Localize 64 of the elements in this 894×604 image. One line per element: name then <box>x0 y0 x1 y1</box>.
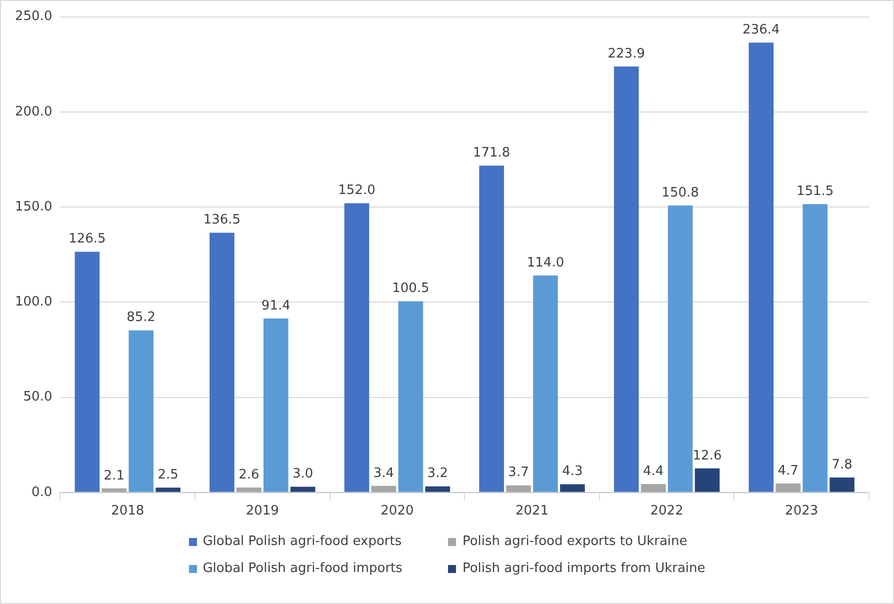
bar <box>236 487 262 492</box>
data-label: 2.5 <box>158 468 178 483</box>
bar <box>748 42 774 492</box>
x-tick-label: 2021 <box>515 504 549 519</box>
y-tick-label: 50.0 <box>23 390 52 405</box>
data-label: 3.0 <box>292 466 314 482</box>
bar <box>156 488 180 492</box>
bar <box>398 301 424 492</box>
bar <box>776 483 801 492</box>
y-tick-label: 0.0 <box>32 484 52 500</box>
data-label: 151.5 <box>796 184 834 200</box>
data-label: 4.7 <box>778 463 798 478</box>
y-tick-label: 250.0 <box>15 9 52 24</box>
data-label: 136.5 <box>203 212 241 228</box>
bar <box>479 166 504 492</box>
bar <box>668 206 693 492</box>
data-label: 150.8 <box>662 185 699 200</box>
bar <box>506 485 531 492</box>
legend-label: Polish agri-food exports to Ukraine <box>462 534 688 549</box>
x-tick-label: 2023 <box>785 504 818 519</box>
bar <box>371 486 396 492</box>
data-label: 3.7 <box>508 465 529 480</box>
data-label: 3.2 <box>427 466 448 482</box>
data-label: 85.2 <box>126 310 156 326</box>
y-tick-label: 150.0 <box>15 199 52 214</box>
bar <box>425 486 450 492</box>
data-label: 91.4 <box>261 298 290 314</box>
x-tick-label: 2018 <box>111 504 144 519</box>
legend-label: Polish agri-food imports from Ukraine <box>462 561 706 576</box>
bar <box>102 488 127 492</box>
data-label: 152.0 <box>338 183 376 198</box>
data-label: 2.6 <box>238 467 260 482</box>
bar <box>210 232 234 492</box>
data-label: 12.6 <box>692 448 722 464</box>
bar <box>290 486 316 492</box>
bar <box>263 318 288 492</box>
x-tick-label: 2019 <box>246 504 279 519</box>
bar <box>640 484 666 492</box>
bar <box>344 203 370 492</box>
bar <box>560 484 585 492</box>
y-tick-label: 200.0 <box>15 104 52 120</box>
bar <box>533 276 558 492</box>
data-label: 4.3 <box>562 464 583 480</box>
bar <box>694 468 720 492</box>
data-label: 3.4 <box>373 466 394 481</box>
x-tick-label: 2020 <box>380 504 414 519</box>
data-label: 7.8 <box>832 457 852 472</box>
data-label: 126.5 <box>68 232 106 247</box>
bar <box>830 478 854 492</box>
bar <box>614 66 639 492</box>
bar <box>128 330 154 492</box>
x-tick-label: 2022 <box>650 504 684 519</box>
data-label: 4.4 <box>642 464 664 479</box>
data-label: 114.0 <box>526 255 564 270</box>
data-label: 100.5 <box>392 281 430 296</box>
bar <box>802 204 828 492</box>
data-label: 171.8 <box>472 145 510 160</box>
legend-label: Global Polish agri-food imports <box>202 561 402 576</box>
bar <box>74 252 100 492</box>
data-label: 223.9 <box>608 46 645 62</box>
data-label: 2.1 <box>104 468 124 484</box>
y-tick-label: 100.0 <box>15 294 52 310</box>
legend-label: Global Polish agri-food exports <box>202 534 402 549</box>
data-label: 236.4 <box>742 22 780 38</box>
